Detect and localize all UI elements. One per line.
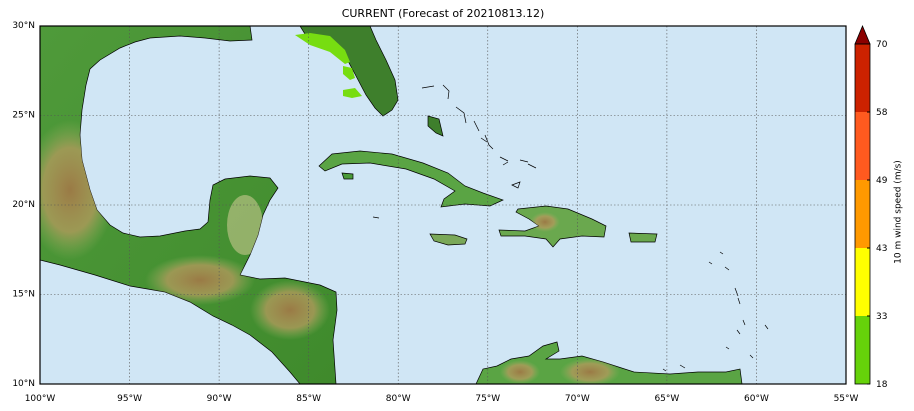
colorbar-outline: [854, 43, 871, 385]
lon-tick-label: 65°W: [654, 394, 679, 404]
colorbar: 18 33 43 49 58 70: [854, 24, 888, 390]
colorbar-segment: [855, 44, 870, 112]
small-islands: [372, 84, 769, 372]
lat-tick-labels: 10°N 15°N 20°N 25°N 30°N: [12, 21, 35, 389]
land-isle-of-youth: [341, 172, 354, 180]
colorbar-segment: [855, 248, 870, 316]
lon-tick-label: 70°W: [565, 394, 590, 404]
colorbar-segment: [855, 180, 870, 248]
lat-tick-label: 10°N: [12, 379, 35, 389]
colorbar-tick-label: 43: [876, 244, 887, 254]
map-title: CURRENT (Forecast of 20210813.12): [341, 7, 545, 20]
lon-tick-label: 90°W: [207, 394, 232, 404]
land-puerto-rico: [628, 232, 658, 243]
lon-tick-label: 60°W: [744, 394, 769, 404]
graticule: [40, 26, 846, 384]
colorbar-label: 10 m wind speed (m/s): [893, 160, 904, 264]
lat-tick-label: 30°N: [12, 21, 35, 31]
land-andros: [427, 115, 444, 137]
lon-tick-label: 55°W: [834, 394, 859, 404]
colorbar-segment: [855, 316, 870, 384]
colorbar-extend-arrow: [854, 24, 871, 45]
lon-tick-label: 100°W: [25, 394, 56, 404]
lat-tick-label: 15°N: [12, 290, 35, 300]
lat-tick-label: 25°N: [12, 111, 35, 121]
lon-tick-label: 80°W: [386, 394, 411, 404]
colorbar-tick-label: 33: [876, 312, 887, 322]
colorbar-tick-label: 70: [876, 40, 888, 50]
map-frame: [39, 25, 847, 385]
colorbar-tick-label: 58: [876, 108, 888, 118]
lon-tick-label: 85°W: [296, 394, 321, 404]
colorbar-tick-label: 49: [876, 176, 888, 186]
lon-tick-label: 75°W: [475, 394, 500, 404]
lon-tick-label: 95°W: [117, 394, 142, 404]
land-south-america: [475, 341, 743, 384]
lat-tick-label: 20°N: [12, 200, 35, 210]
land-jamaica: [429, 233, 468, 246]
lon-tick-labels: 100°W 95°W 90°W 85°W 80°W 75°W 70°W 65°W 60°W 55°…: [25, 394, 859, 404]
colorbar-tick-label: 18: [876, 380, 888, 390]
colorbar-segment: [855, 112, 870, 180]
